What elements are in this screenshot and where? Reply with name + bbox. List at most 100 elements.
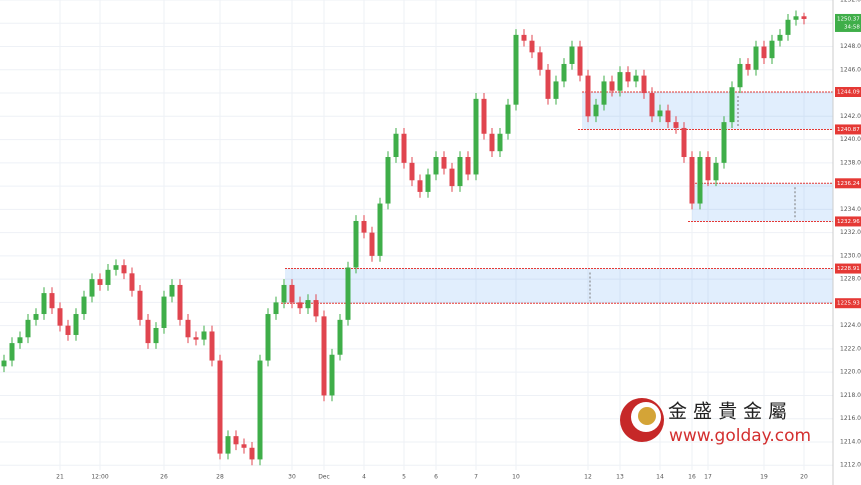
- x-tick-label: 12:00: [91, 474, 108, 481]
- zone-tag-label: 1228.91: [837, 266, 860, 272]
- candle-body: [361, 220, 367, 233]
- y-tick-label: 1240.00: [840, 136, 861, 143]
- candle-body: [713, 162, 719, 181]
- candle-body: [569, 46, 575, 64]
- candle-body: [409, 162, 415, 181]
- zone: [582, 91, 833, 130]
- candle-body: [273, 302, 279, 315]
- candle-body: [489, 133, 495, 152]
- y-tick-label: 1230.00: [840, 252, 861, 259]
- candle-body: [113, 265, 119, 270]
- candle-body: [649, 93, 655, 117]
- zone-tag: [835, 263, 861, 274]
- candle-body: [753, 46, 759, 70]
- candle-body: [625, 72, 631, 82]
- y-tick-label: 1246.00: [840, 66, 861, 73]
- candle-body: [617, 72, 623, 91]
- candle-body: [377, 203, 383, 256]
- x-tick-label: 19: [760, 474, 768, 481]
- candle-body: [129, 273, 135, 291]
- candle-body: [337, 319, 343, 355]
- candle-body: [289, 284, 295, 303]
- y-tick-label: 1214.00: [840, 438, 861, 445]
- candle-body: [57, 308, 63, 326]
- candle-body: [9, 343, 15, 361]
- x-tick-label: 12: [584, 474, 592, 481]
- zone-tag-label: 1240.87: [837, 127, 860, 133]
- candle-body: [329, 354, 335, 396]
- candle-body: [321, 316, 327, 396]
- candle-body: [457, 157, 463, 187]
- candle-body: [545, 69, 551, 99]
- candle-body: [577, 46, 583, 76]
- candle-body: [633, 75, 639, 82]
- y-tick-label: 1238.00: [840, 159, 861, 166]
- candle-body: [393, 133, 399, 158]
- candle-body: [425, 174, 431, 192]
- candle-body: [729, 87, 735, 123]
- candle-body: [681, 127, 687, 158]
- watermark-name: 金 盛 貴 金 屬: [668, 401, 787, 423]
- candle-body: [593, 104, 599, 117]
- candle-body: [33, 314, 39, 320]
- x-tick-label: 26: [160, 474, 168, 481]
- candle-body: [105, 269, 111, 285]
- watermark: 金 盛 貴 金 屬 www.golday.com: [620, 398, 811, 446]
- candle-body: [49, 293, 55, 309]
- candle-body: [257, 360, 263, 460]
- candle-body: [433, 157, 439, 175]
- y-tick-label: 1222.00: [840, 345, 861, 352]
- candle-body: [25, 319, 31, 338]
- candle-body: [225, 436, 231, 454]
- candle-body: [641, 75, 647, 94]
- candle-body: [313, 300, 319, 317]
- candle-body: [561, 63, 567, 82]
- y-tick-label: 1224.00: [840, 322, 861, 329]
- zone: [692, 183, 833, 222]
- zone: [285, 268, 833, 304]
- y-tick-label: 1232.00: [840, 229, 861, 236]
- candle-body: [553, 81, 559, 99]
- candle-body: [345, 267, 351, 320]
- y-tick-label: 1216.00: [840, 415, 861, 422]
- logo-coin: [638, 407, 656, 425]
- candle-body: [465, 157, 471, 175]
- candle-body: [65, 325, 71, 335]
- candles: [1, 10, 807, 466]
- axes: 1210.001212.001214.001216.001218.001220.…: [56, 0, 861, 485]
- candle-body: [241, 444, 247, 448]
- zone-tag-label: 1225.93: [837, 301, 860, 307]
- candle-body: [161, 296, 167, 328]
- x-tick-label: 7: [474, 474, 478, 481]
- x-tick-label: 14: [656, 474, 664, 481]
- x-tick-label: 10: [512, 474, 520, 481]
- candle-body: [505, 104, 511, 134]
- candle-body: [249, 447, 255, 460]
- candle-body: [665, 110, 671, 123]
- y-tick-label: 1252.00: [840, 0, 861, 4]
- zone-tag: [835, 178, 861, 189]
- candle-body: [97, 279, 103, 285]
- candle-body: [385, 157, 391, 204]
- candle-body: [297, 302, 303, 309]
- candle-body: [177, 284, 183, 320]
- candle-body: [169, 284, 175, 297]
- candle-body: [449, 168, 455, 187]
- candle-body: [793, 16, 799, 20]
- zones: [281, 91, 833, 304]
- zone-tag-label: 1244.09: [837, 89, 860, 95]
- candle-body: [785, 19, 791, 35]
- candle-body: [73, 314, 79, 335]
- candle-body: [153, 327, 159, 344]
- y-tick-label: 1228.00: [840, 276, 861, 283]
- candle-body: [193, 337, 199, 340]
- candle-body: [417, 180, 423, 192]
- candle-body: [529, 40, 535, 53]
- candle-body: [697, 157, 703, 204]
- candle-body: [745, 63, 751, 70]
- candle-body: [17, 337, 23, 344]
- zone-tag: [835, 216, 861, 227]
- candle-body: [41, 293, 47, 315]
- candle-body: [737, 63, 743, 88]
- grid: [0, 0, 833, 470]
